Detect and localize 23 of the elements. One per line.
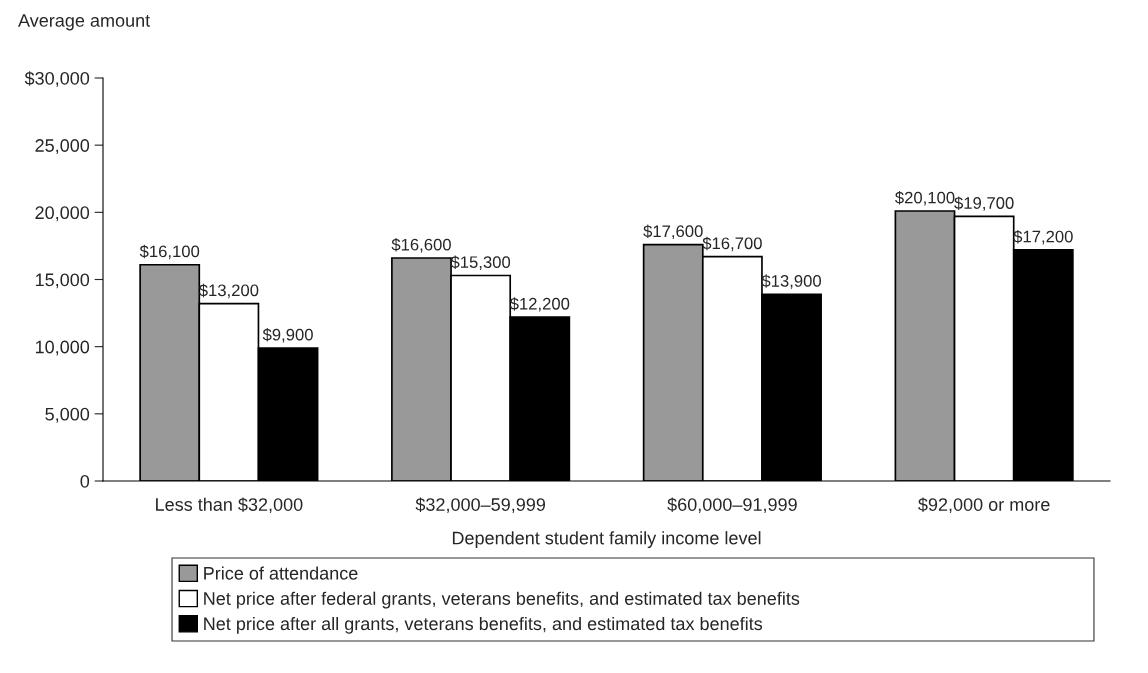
y-tick-label: 20,000 bbox=[35, 206, 90, 222]
x-axis-title: Dependent student family income level bbox=[452, 531, 761, 548]
y-tick-label: $30,000 bbox=[24, 71, 90, 87]
legend-label: Price of attendance bbox=[204, 566, 358, 580]
y-tick-label: 15,000 bbox=[35, 273, 90, 289]
x-tick-label: $32,000–59,999 bbox=[415, 497, 546, 514]
y-axis-title: Average amount bbox=[18, 14, 151, 31]
y-tick-label: 10,000 bbox=[35, 340, 90, 356]
data-label: $19,700 bbox=[954, 196, 1014, 211]
legend-label: Net price after all grants, veterans benefits, and estimated tax benefits bbox=[204, 616, 763, 634]
data-label: $16,700 bbox=[702, 236, 762, 252]
data-label: $16,600 bbox=[391, 238, 451, 253]
data-label: $16,100 bbox=[139, 244, 200, 260]
legend-label: Net price after federal grants, veterans benefits, and estimated tax benefits bbox=[204, 591, 800, 609]
x-tick-label: Less than $32,000 bbox=[156, 497, 303, 514]
y-tick-label: 0 bbox=[80, 474, 90, 488]
data-label: $9,900 bbox=[262, 328, 313, 343]
data-label: $17,600 bbox=[643, 224, 703, 240]
y-tick-label: 5,000 bbox=[45, 407, 90, 423]
data-label: $20,100 bbox=[895, 191, 955, 206]
x-tick-label: $92,000 or more bbox=[918, 497, 1050, 514]
x-tick-label: $60,000–91,999 bbox=[667, 497, 797, 514]
y-tick-label: 25,000 bbox=[35, 139, 90, 155]
